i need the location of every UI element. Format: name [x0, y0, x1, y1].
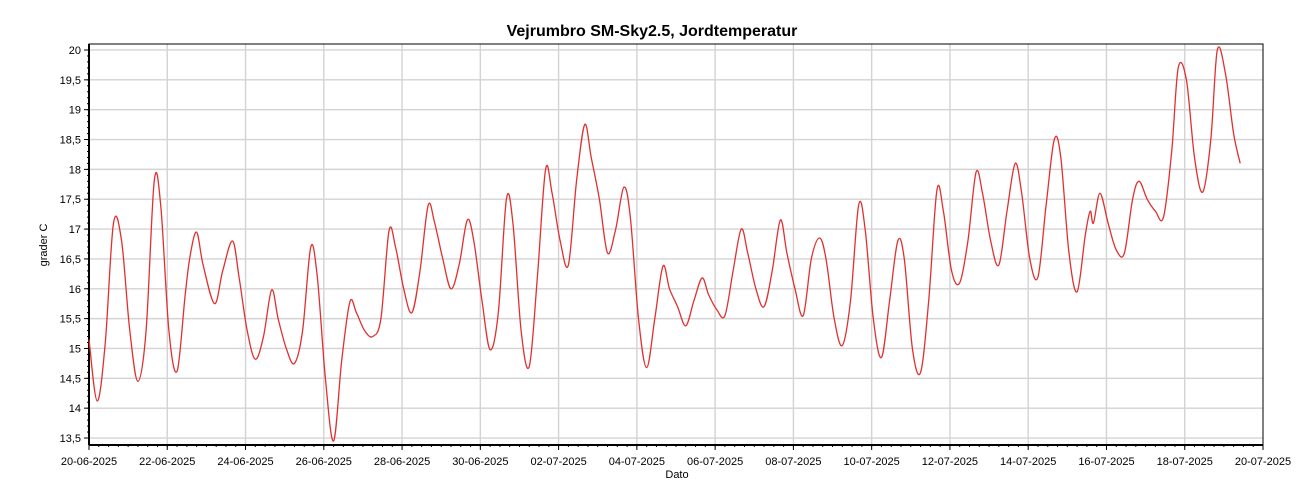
y-tick-label: 19 — [69, 105, 81, 117]
y-tick-label: 14 — [69, 403, 81, 415]
y-tick-label: 13,5 — [60, 433, 81, 445]
x-axis-label: Dato — [665, 469, 688, 481]
y-axis-label: grader C — [38, 224, 50, 267]
x-tick-label: 16-07-2025 — [1078, 456, 1134, 468]
y-tick-label: 17,5 — [60, 194, 81, 206]
x-tick-label: 30-06-2025 — [452, 456, 508, 468]
x-tick-label: 06-07-2025 — [687, 456, 743, 468]
x-tick-label: 22-06-2025 — [139, 456, 195, 468]
axes — [84, 44, 1264, 450]
y-tick-label: 18,5 — [60, 135, 81, 147]
gridlines — [89, 44, 1263, 445]
x-tick-label: 24-06-2025 — [217, 456, 273, 468]
y-tick-label: 17 — [69, 224, 81, 236]
y-tick-label: 15,5 — [60, 314, 81, 326]
y-tick-label: 16,5 — [60, 254, 81, 266]
x-tick-label: 04-07-2025 — [609, 456, 665, 468]
x-tick-label: 20-06-2025 — [61, 456, 117, 468]
x-tick-label: 12-07-2025 — [922, 456, 978, 468]
y-tick-label: 15 — [69, 343, 81, 355]
y-tick-labels: 13,5 14 14,5 15 15,5 16 16,5 17 17,5 18 18,5 19 19,5… — [60, 45, 81, 445]
x-tick-label: 18-07-2025 — [1157, 456, 1213, 468]
y-tick-label: 20 — [69, 45, 81, 57]
x-tick-label: 26-06-2025 — [296, 456, 352, 468]
x-tick-label: 28-06-2025 — [374, 456, 430, 468]
y-tick-label: 16 — [69, 284, 81, 296]
x-tick-label: 08-07-2025 — [765, 456, 821, 468]
temperature-line — [88, 46, 1241, 442]
x-tick-label: 20-07-2025 — [1235, 456, 1291, 468]
x-tick-label: 02-07-2025 — [530, 456, 586, 468]
chart-title: Vejrumbro SM-Sky2.5, Jordtemperatur — [507, 23, 798, 40]
y-tick-label: 14,5 — [60, 373, 81, 385]
x-tick-label: 14-07-2025 — [1000, 456, 1056, 468]
x-tick-label: 10-07-2025 — [844, 456, 900, 468]
y-tick-label: 19,5 — [60, 75, 81, 87]
x-tick-labels: 20-06-2025 22-06-2025 24-06-2025 26-06-2025… — [61, 456, 1291, 468]
y-tick-label: 18 — [69, 164, 81, 176]
